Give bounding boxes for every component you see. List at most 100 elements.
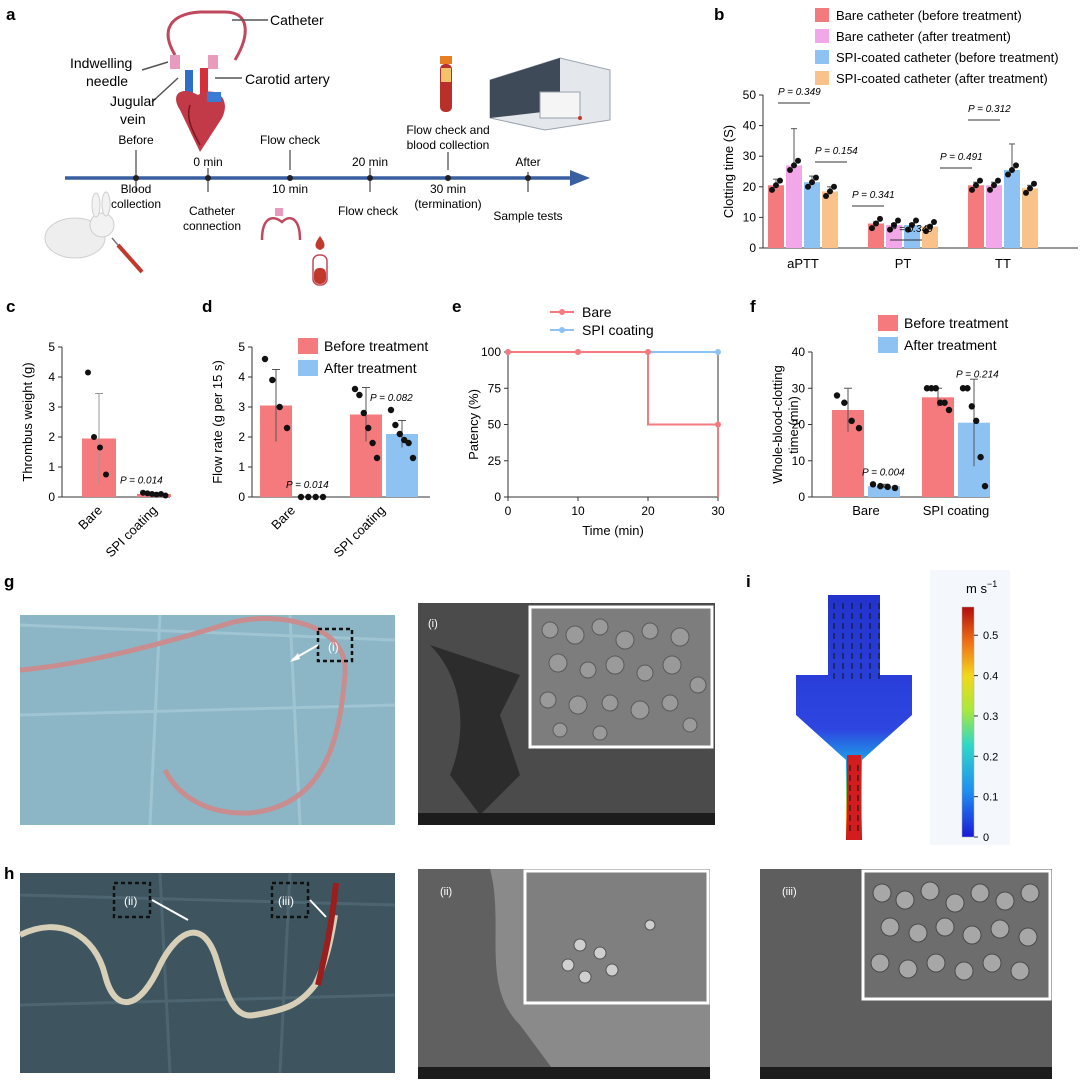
datapoint-b [877, 215, 883, 222]
panel-i: i m s−1 0 0.1 0.2 0.3 0.4 0.5 [740, 565, 1080, 845]
tl-0min: 0 min [193, 155, 222, 169]
datapoint-b [787, 166, 793, 173]
p-value-b: P = 0.154 [815, 146, 858, 157]
d-y-tick-label: 4 [238, 370, 245, 384]
f-x-tick-label: SPI coating [923, 503, 990, 518]
photo-drape-folds-h [19, 872, 396, 1074]
legend-label-e: SPI coating [582, 322, 654, 338]
datapoint-b [977, 177, 983, 184]
c-y-tick-label: 3 [48, 400, 55, 414]
sem-crack-region [430, 645, 520, 815]
colorbar-tick-label: 0.2 [983, 751, 998, 763]
datapoint-c [140, 489, 146, 496]
tl-before: Before [118, 133, 154, 147]
datapoint-f [833, 392, 841, 399]
p-value-d: P = 0.082 [370, 393, 413, 404]
legend-label-b: Bare catheter (before treatment) [836, 8, 1022, 23]
f-y-tick-label: 20 [792, 418, 806, 432]
photo-catheter-tube [19, 616, 348, 816]
tl-10min: 10 min [272, 182, 308, 196]
legend-marker-e [559, 309, 565, 315]
tl-30min: 30 min [430, 182, 466, 196]
d-y-label: Flow rate (g per 15 s) [210, 360, 225, 484]
needle-pointer [141, 61, 169, 71]
photo-label-i: (i) [328, 640, 339, 654]
velocity-arrows [833, 603, 880, 831]
datapoint-c [144, 490, 151, 497]
p-value-b: P = 0.340 [890, 224, 933, 235]
datapoint-c [91, 434, 97, 440]
datapoint-b [1023, 189, 1029, 196]
panel-f: f Before treatment After treatment 0 10 20 30… [740, 290, 1080, 560]
e-x-tick-label: 0 [505, 504, 512, 518]
datapoint-f [869, 481, 877, 488]
d-y-tick-label: 0 [238, 490, 245, 504]
b-x-tick-label: PT [895, 256, 912, 271]
photo-coated-catheter [20, 615, 395, 825]
bar-b [1022, 188, 1038, 248]
datapoint-b [923, 228, 929, 235]
datapoint-b [895, 217, 901, 224]
panel-label-d: d [202, 297, 212, 316]
panel-h-figure: h (ii) (iii) (ii) (iii) [4, 864, 1052, 1079]
c-x-tick-label: Bare [75, 503, 105, 533]
photo-thrombus-segment [315, 882, 339, 986]
panel-a: a Catheter Indwelling needle Jugular vei… [0, 0, 700, 290]
e-x-label: Time (min) [582, 523, 644, 538]
flow-outlet-high-velocity [847, 755, 861, 840]
datapoint-c [85, 369, 91, 376]
c-y-label: Thrombus weight (g) [20, 362, 35, 481]
datapoint-d [405, 439, 412, 447]
p-value-f: P = 0.004 [862, 467, 905, 478]
colorbar-unit: m s−1 [966, 579, 997, 596]
datapoint-c [149, 491, 155, 497]
label-carotid-artery: Carotid artery [245, 71, 330, 87]
panel-label-g: g [4, 572, 14, 591]
f-y-tick-label: 10 [792, 454, 806, 468]
e-y-tick-label: 75 [488, 381, 502, 395]
legend-swatch-b [815, 29, 829, 43]
panel-label-a: a [6, 5, 16, 24]
bar-b [804, 182, 820, 248]
datapoint-f [968, 403, 975, 410]
timeline-arrowhead [570, 170, 590, 186]
datapoint-b [823, 192, 829, 199]
label-jugular: Jugular [110, 93, 156, 109]
tl-termination: (termination) [414, 197, 481, 211]
b-x-tick-label: aPTT [787, 256, 819, 271]
colorbar-gradient [961, 606, 975, 838]
p-value-b: P = 0.312 [968, 104, 1011, 115]
colorbar-tick-label: 0 [983, 832, 989, 844]
datapoint-d [305, 493, 312, 501]
chart-d: d Before treatment After treatment 0 1 2 3 4 5F… [202, 297, 430, 560]
datapoint-f [959, 385, 967, 392]
tl-catheter: Catheter [189, 204, 235, 218]
datapoint-b [1009, 166, 1015, 173]
legend-label-b: SPI-coated catheter (after treatment) [836, 71, 1048, 86]
c-y-tick-label: 2 [48, 430, 55, 444]
p-value-b: P = 0.341 [852, 190, 895, 201]
panel-a-schematic: a Catheter Indwelling needle Jugular vei… [6, 5, 611, 286]
b-y-tick-label: 0 [749, 241, 756, 255]
panel-d: d Before treatment After treatment 0 1 2 3 4 5 F… [190, 290, 440, 560]
photo-label-ii: (ii) [124, 894, 137, 908]
datapoint-f [855, 424, 863, 432]
datapoint-d [369, 439, 376, 447]
datapoint-b [1027, 185, 1033, 192]
e-x-tick-label: 20 [641, 504, 655, 518]
panel-label-i: i [746, 572, 751, 591]
datapoint-b [931, 218, 937, 225]
chart-b: b Bare catheter (before treatment) Bare c… [714, 5, 1078, 271]
legend-label-f: Before treatment [904, 315, 1008, 331]
e-y-label: Patency (%) [466, 389, 481, 460]
datapoint-f [877, 482, 884, 490]
panel-label-b: b [714, 5, 724, 24]
legend-swatch-d [298, 338, 318, 354]
datapoint-b [927, 223, 933, 230]
legend-label-e: Bare [582, 304, 612, 320]
c-y-tick-label: 4 [48, 370, 55, 384]
legend-label-b: Bare catheter (after treatment) [836, 29, 1011, 44]
tl-connection: connection [183, 219, 241, 233]
datapoint-f [945, 406, 953, 414]
